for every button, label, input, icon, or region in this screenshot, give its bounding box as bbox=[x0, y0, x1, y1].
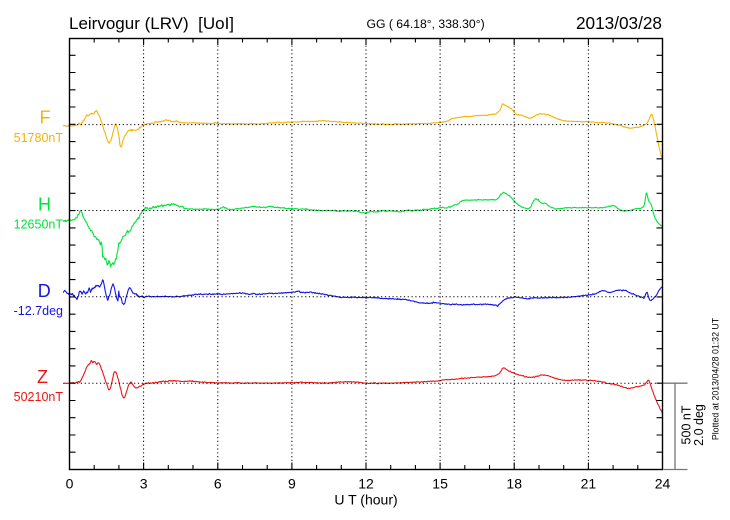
svg-text:D: D bbox=[38, 281, 51, 301]
svg-text:-12.7deg: -12.7deg bbox=[14, 304, 63, 318]
svg-text:500 nT: 500 nT bbox=[680, 405, 694, 444]
svg-text:15: 15 bbox=[432, 476, 448, 492]
svg-text:12: 12 bbox=[358, 476, 374, 492]
svg-text:2013/03/28: 2013/03/28 bbox=[576, 13, 662, 33]
svg-text:2.0 deg: 2.0 deg bbox=[692, 404, 706, 446]
svg-text:6: 6 bbox=[214, 476, 222, 492]
svg-text:12650nT: 12650nT bbox=[14, 218, 64, 232]
svg-text:GG ( 64.18°, 338.30°): GG ( 64.18°, 338.30°) bbox=[367, 17, 485, 31]
svg-text:3: 3 bbox=[140, 476, 148, 492]
svg-text:9: 9 bbox=[288, 476, 296, 492]
svg-text:Z: Z bbox=[37, 367, 48, 387]
svg-text:18: 18 bbox=[506, 476, 522, 492]
svg-text:U T (hour): U T (hour) bbox=[334, 492, 397, 508]
svg-text:Leirvogur (LRV) [UoI]: Leirvogur (LRV) [UoI] bbox=[69, 14, 234, 33]
svg-text:21: 21 bbox=[581, 476, 597, 492]
svg-text:51780nT: 51780nT bbox=[14, 131, 64, 145]
svg-text:24: 24 bbox=[655, 476, 671, 492]
svg-text:F: F bbox=[40, 108, 51, 128]
svg-text:Plotted at 2013/04/28 01:32 UT: Plotted at 2013/04/28 01:32 UT bbox=[711, 317, 721, 440]
svg-text:H: H bbox=[38, 195, 51, 215]
svg-text:0: 0 bbox=[66, 476, 74, 492]
svg-text:50210nT: 50210nT bbox=[14, 390, 64, 404]
